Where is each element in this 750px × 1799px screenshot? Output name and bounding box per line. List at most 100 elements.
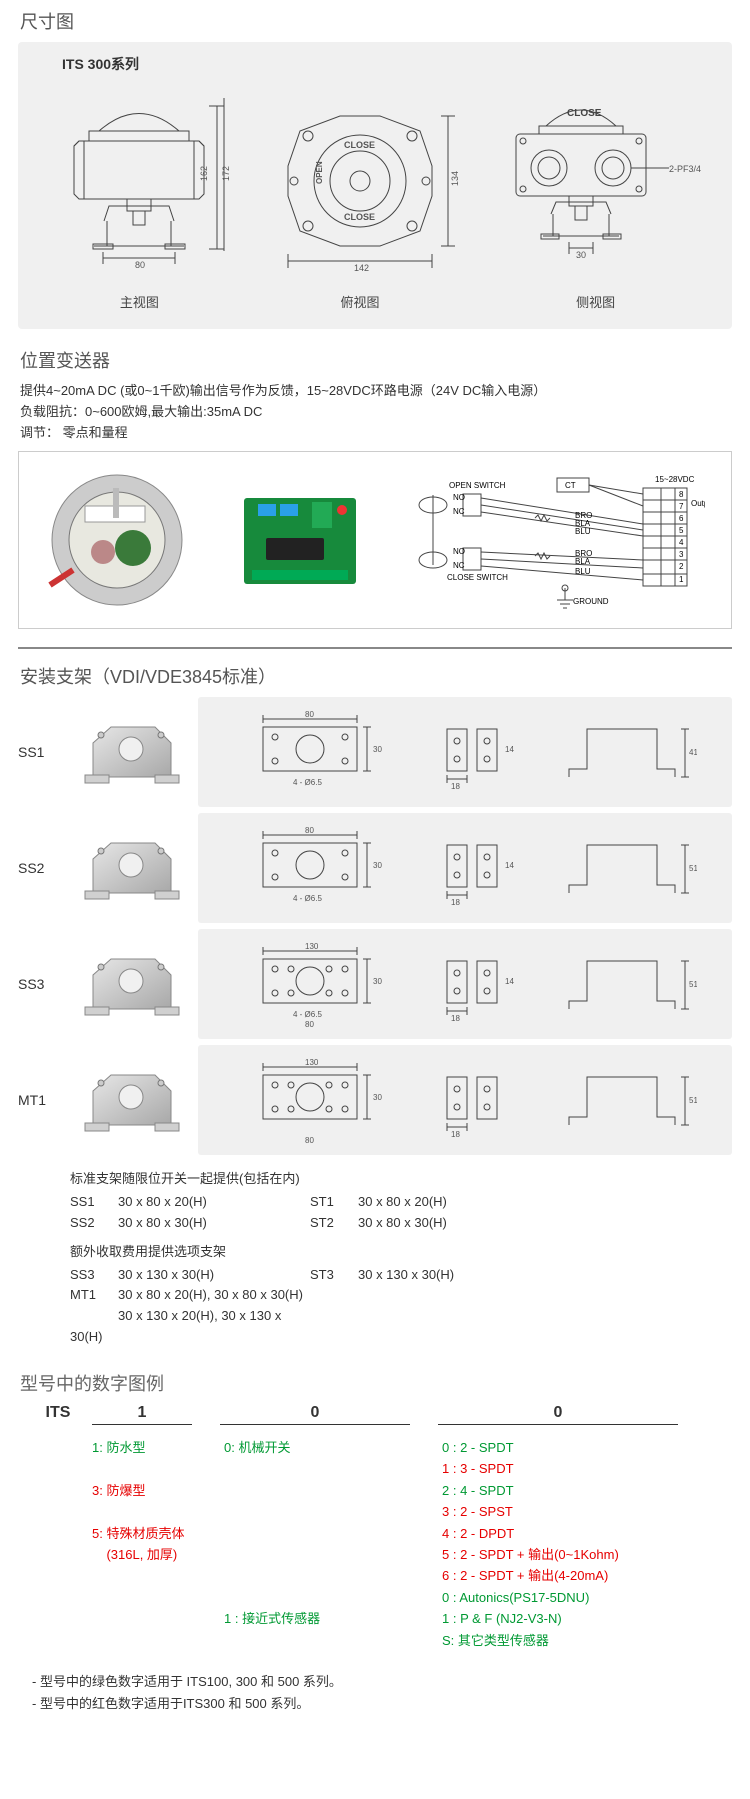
svg-text:18: 18 xyxy=(451,898,460,907)
bracket-title: 安装支架（VDI/VDE3845标准） xyxy=(20,663,750,689)
ring-left: OPEN xyxy=(315,161,324,184)
bracket-drawings: 80 30 4 - Ø6.5 18 14 51 xyxy=(198,813,732,923)
opt-0-1: 30 x 130 x 30(H) xyxy=(118,1267,214,1282)
front-view-col: 80 162 172 主视图 xyxy=(49,86,229,311)
transmitter-desc: 提供4~20mA DC (或0~1千欧)输出信号作为反馈，15~28VDC环路电… xyxy=(20,381,730,443)
legend-entry xyxy=(92,1458,224,1479)
trans-photo-2 xyxy=(230,480,370,600)
divider xyxy=(18,647,732,649)
tn-7: 7 xyxy=(679,502,684,511)
vdc-label: 15~28VDC xyxy=(655,475,695,484)
svg-text:130: 130 xyxy=(305,942,319,951)
svg-text:14: 14 xyxy=(505,745,514,754)
svg-text:51: 51 xyxy=(689,864,697,873)
dim-series: ITS 300系列 xyxy=(62,54,716,74)
legend-col-3: 0 : 2 - SPDT1 : 3 - SPDT2 : 4 - SPDT3 : … xyxy=(442,1437,702,1651)
svg-text:51: 51 xyxy=(689,980,697,989)
legend-header: ITS 1 0 0 xyxy=(28,1404,730,1425)
svg-text:4 - Ø6.5: 4 - Ø6.5 xyxy=(293,1010,322,1019)
ct-label: CT xyxy=(565,481,576,490)
legend-entry xyxy=(224,1544,442,1565)
std-0-2: ST1 xyxy=(310,1192,358,1213)
svg-text:80: 80 xyxy=(305,1020,314,1029)
sw-no-1: NO xyxy=(453,493,465,502)
legend-entry xyxy=(224,1523,442,1544)
bracket-tag: SS2 xyxy=(18,860,58,876)
legend-entry: 1 : P & F (NJ2-V3-N) xyxy=(442,1608,702,1629)
tn-6: 6 xyxy=(679,514,684,523)
bracket-drawings: 130 30 80 18 51 xyxy=(198,1045,732,1155)
bracket-photo xyxy=(58,707,198,797)
transmitter-title: 位置变送器 xyxy=(20,347,750,373)
svg-text:4 - Ø6.5: 4 - Ø6.5 xyxy=(293,778,322,787)
std-0-3: 30 x 80 x 20(H) xyxy=(358,1194,447,1209)
wire-4: BLA xyxy=(575,557,591,566)
tn-3: 3 xyxy=(679,550,684,559)
bracket-row: MT1 130 30 80 18 51 xyxy=(18,1045,732,1155)
svg-text:30: 30 xyxy=(373,1093,382,1102)
front-dim-w: 80 xyxy=(135,260,145,270)
bracket-photo xyxy=(58,1055,198,1145)
opt-header: 额外收取费用提供选项支架 xyxy=(70,1242,750,1263)
svg-text:30: 30 xyxy=(373,977,382,986)
sw-no-2: NO xyxy=(453,547,465,556)
svg-text:51: 51 xyxy=(689,1096,697,1105)
side-view-drawing: CLOSE 30 2-PF3/4" xyxy=(491,86,701,286)
svg-text:30: 30 xyxy=(373,861,382,870)
output-label: Output 4~20mA xyxy=(691,499,705,508)
svg-text:30: 30 xyxy=(373,745,382,754)
ring-bottom: CLOSE xyxy=(344,212,375,222)
opt-0-3: 30 x 130 x 30(H) xyxy=(358,1267,454,1282)
svg-text:14: 14 xyxy=(505,977,514,986)
svg-text:80: 80 xyxy=(305,826,314,835)
svg-text:14: 14 xyxy=(505,861,514,870)
open-switch-label: OPEN SWITCH xyxy=(449,481,506,490)
svg-text:41: 41 xyxy=(689,748,697,757)
legend-entry: S: 其它类型传感器 xyxy=(442,1630,702,1651)
legend-entry: 0 : Autonics(PS17-5DNU) xyxy=(442,1587,702,1608)
sw-nc-1: NC xyxy=(453,507,465,516)
bracket-row: SS1 80 30 4 - Ø6.5 18 14 41 xyxy=(18,697,732,807)
legend-entry: 1 : 3 - SPDT xyxy=(442,1458,702,1479)
side-dome: CLOSE xyxy=(567,108,602,119)
legend-entry: 0 : 2 - SPDT xyxy=(442,1437,702,1458)
sw-nc-2: NC xyxy=(453,561,465,570)
legend-title: 型号中的数字图例 xyxy=(20,1370,750,1396)
opt-2-1: 30 x 130 x 20(H), 30 x 130 x 30(H) xyxy=(70,1308,281,1344)
bracket-drawings: 130 30 4 - Ø6.5 80 18 14 51 xyxy=(198,929,732,1039)
svg-text:4 - Ø6.5: 4 - Ø6.5 xyxy=(293,894,322,903)
bracket-notes: 标准支架随限位开关一起提供(包括在内) SS1 30 x 80 x 20(H) S… xyxy=(70,1169,750,1347)
top-dim-w: 142 xyxy=(354,263,369,273)
front-view-drawing: 80 162 172 xyxy=(49,86,229,286)
trans-wiring-diagram: OPEN SWITCH CLOSE SWITCH CT 15~28VDC Out… xyxy=(405,470,705,610)
trans-line3: 调节： 零点和量程 xyxy=(20,423,730,444)
legend-entry xyxy=(224,1565,442,1586)
std-1-0: SS2 xyxy=(70,1213,118,1234)
top-view-drawing: 142 134 CLOSE CLOSE OPEN xyxy=(260,86,460,286)
ring-top: CLOSE xyxy=(344,140,375,150)
legend-body: 1: 防水型 3: 防爆型 5: 特殊材质壳体 (316L, 加厚) 0: 机械… xyxy=(92,1437,730,1651)
tn-2: 2 xyxy=(679,562,684,571)
legend-entry: 6 : 2 - SPDT + 输出(4-20mA) xyxy=(442,1565,702,1586)
std-1-1: 30 x 80 x 30(H) xyxy=(118,1215,207,1230)
dim-block: ITS 300系列 xyxy=(18,42,732,329)
std-header: 标准支架随限位开关一起提供(包括在内) xyxy=(70,1169,750,1190)
tn-8: 8 xyxy=(679,490,684,499)
svg-text:18: 18 xyxy=(451,1130,460,1139)
bracket-row: SS3 130 30 4 - Ø6.5 80 18 14 51 xyxy=(18,929,732,1039)
svg-text:18: 18 xyxy=(451,1014,460,1023)
bracket-tag: MT1 xyxy=(18,1092,58,1108)
opt-1-1: 30 x 80 x 20(H), 30 x 80 x 30(H) xyxy=(118,1287,303,1302)
legend-block: ITS 1 0 0 1: 防水型 3: 防爆型 5: 特殊材质壳体 (316L,… xyxy=(20,1404,730,1651)
std-1-3: 30 x 80 x 30(H) xyxy=(358,1215,447,1230)
side-view-col: CLOSE 30 2-PF3/4" 侧视图 xyxy=(491,86,701,311)
legend-entry xyxy=(224,1587,442,1608)
legend-entry: 3: 防爆型 xyxy=(92,1480,224,1501)
trans-line2: 负载阻抗：0~600欧姆,最大输出:35mA DC xyxy=(20,402,730,423)
lh-2: 0 xyxy=(220,1404,410,1425)
std-0-0: SS1 xyxy=(70,1192,118,1213)
trans-line1: 提供4~20mA DC (或0~1千欧)输出信号作为反馈，15~28VDC环路电… xyxy=(20,381,730,402)
svg-text:80: 80 xyxy=(305,710,314,719)
legend-entry xyxy=(92,1501,224,1522)
bracket-tag: SS1 xyxy=(18,744,58,760)
